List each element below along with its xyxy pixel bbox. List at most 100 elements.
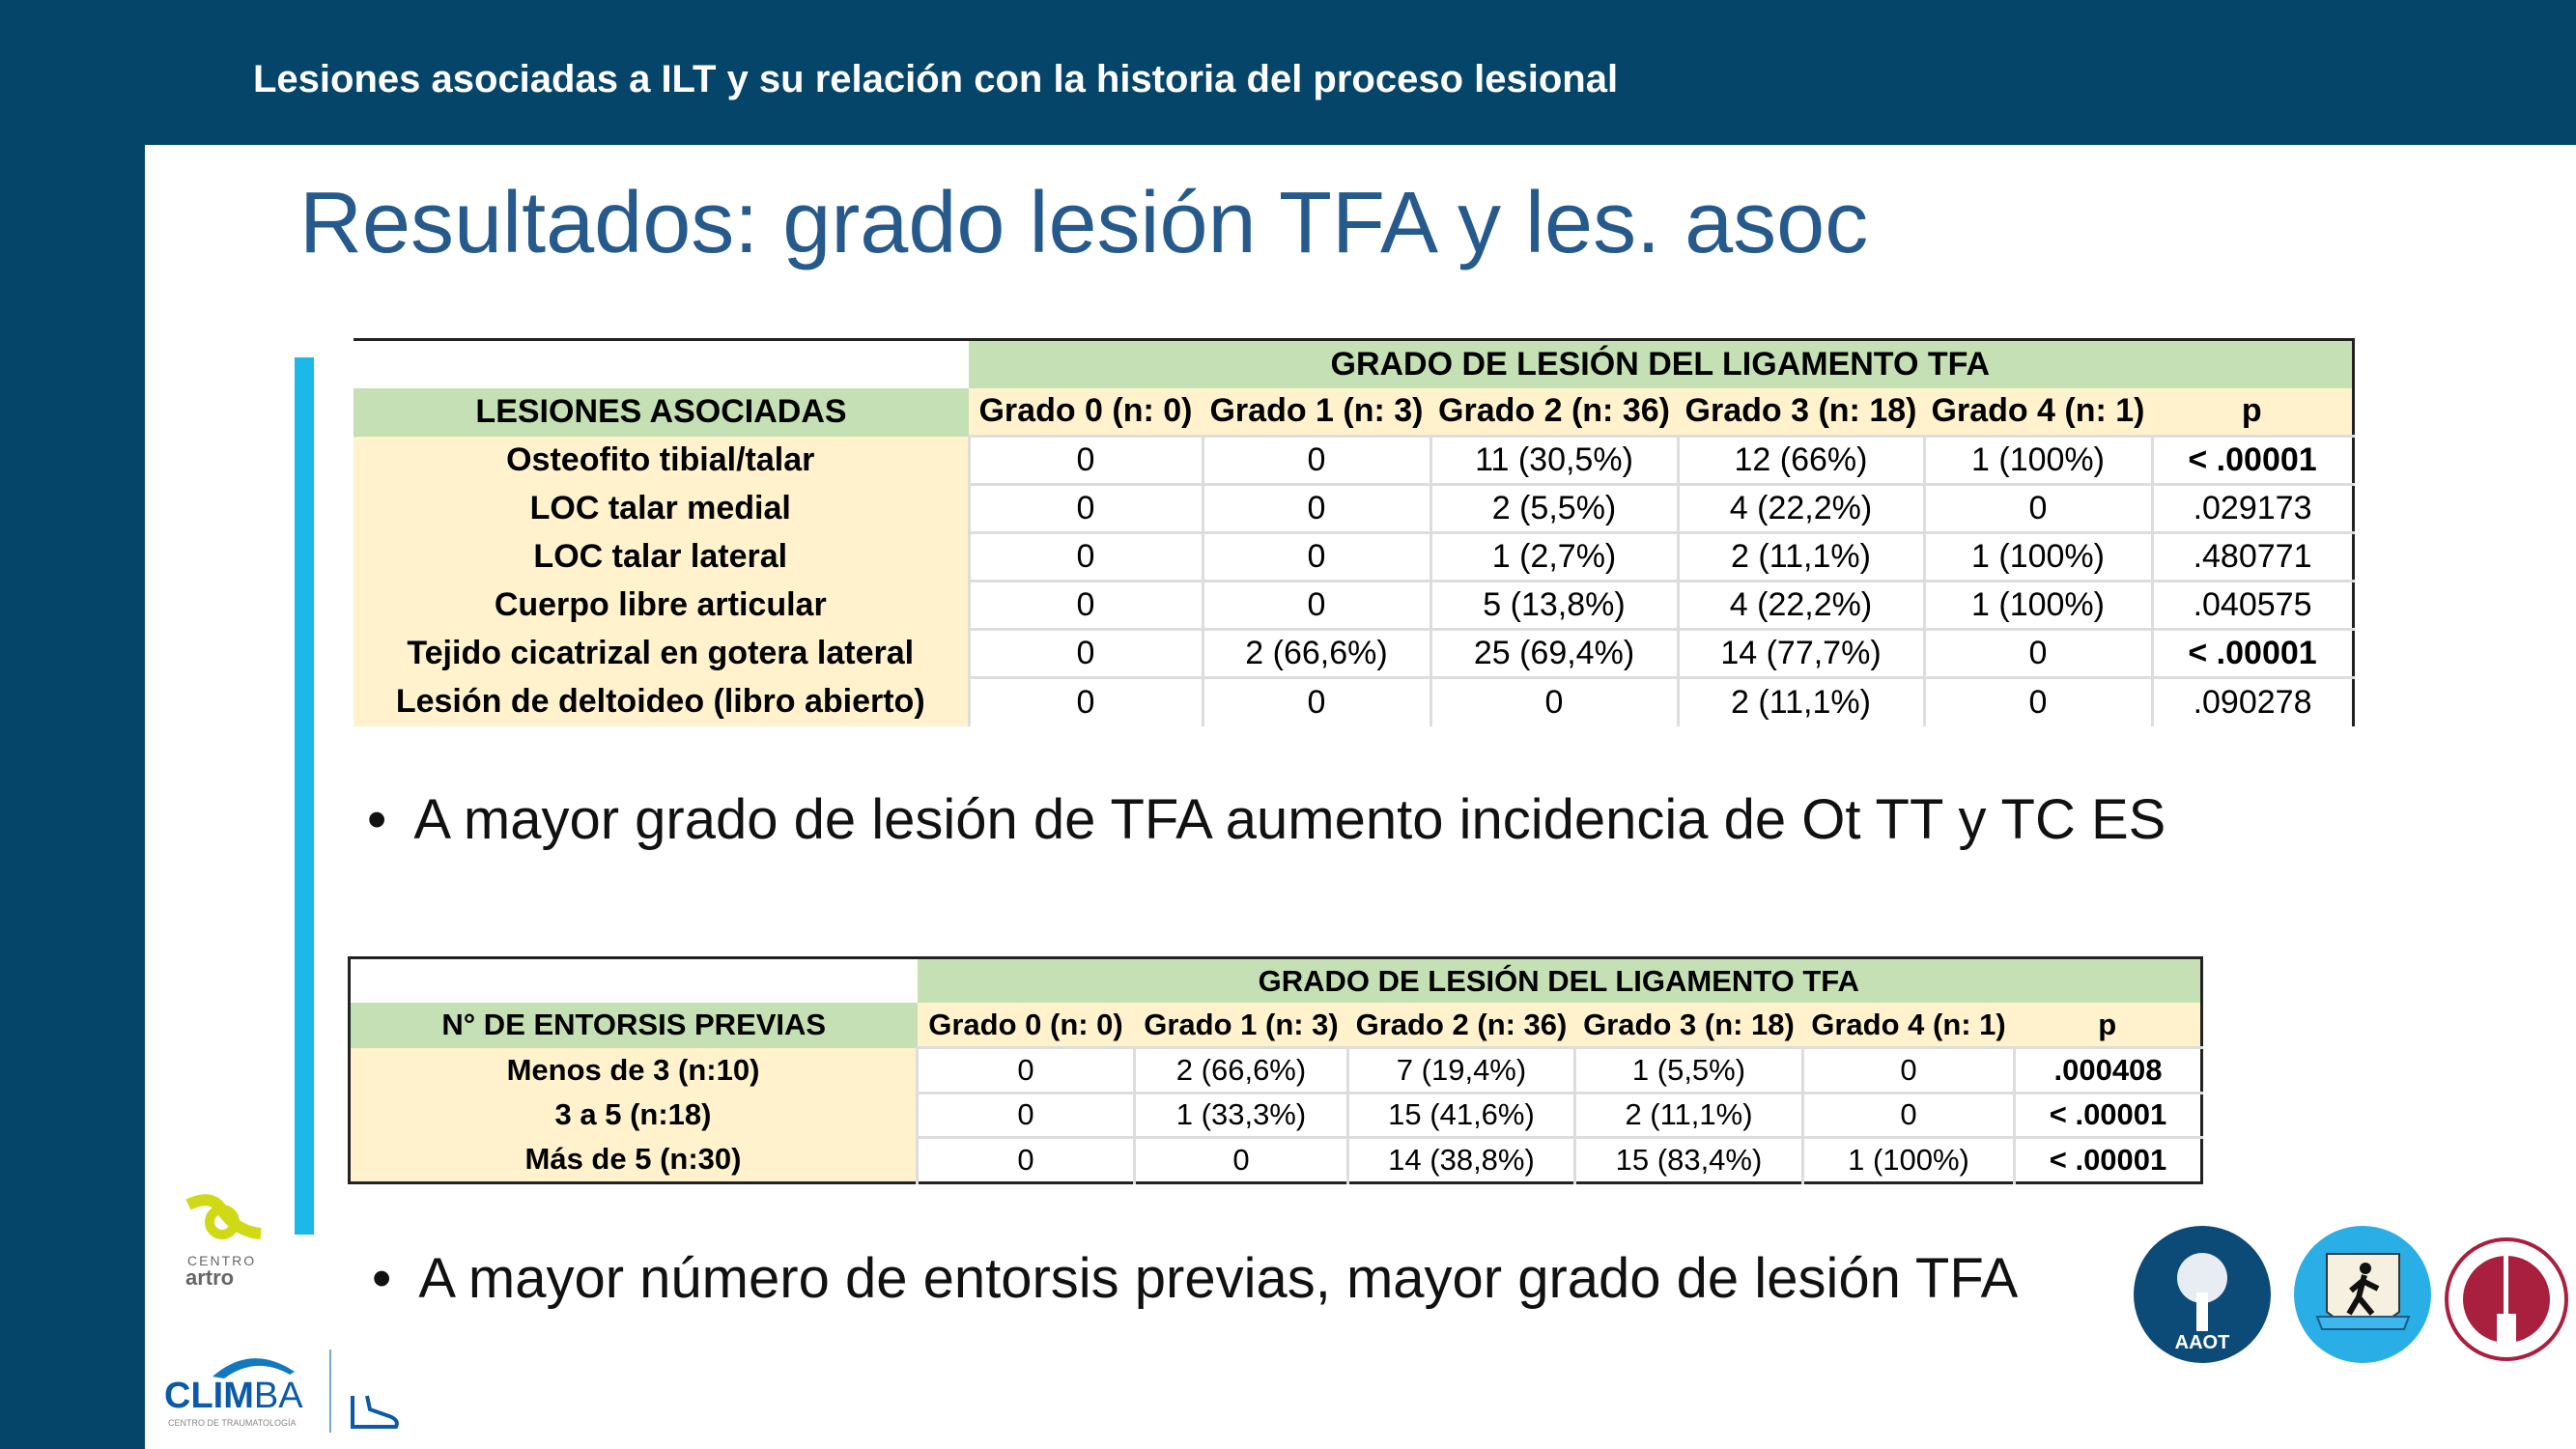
table-cell: 0	[916, 1091, 1135, 1138]
table-cell: 12 (66%)	[1676, 435, 1924, 485]
row-label: LOC talar lateral	[354, 532, 969, 582]
table-cell: 2 (66,6%)	[1133, 1046, 1348, 1093]
table-cell: 1 (100%)	[1801, 1136, 2015, 1182]
table-cell: 1 (100%)	[1922, 435, 2152, 485]
table-cell: 4 (22,2%)	[1676, 483, 1924, 533]
row-label: Menos de 3 (n:10)	[349, 1047, 918, 1093]
table-cell: 0	[967, 483, 1203, 533]
table-cell: 0	[916, 1136, 1135, 1182]
p-value-cell: .040575	[2150, 580, 2354, 630]
row-label: Tejido cicatrizal en gotera lateral	[354, 629, 969, 678]
table-cell: 0	[916, 1046, 1135, 1093]
row-label: LOC talar medial	[354, 484, 969, 533]
header-title: Lesiones asociadas a ILT y su relación c…	[253, 58, 1619, 100]
table-row: Cuerpo libre articular 0 0 5 (13,8%) 4 (22,2…	[354, 580, 2354, 630]
p-value-cell: < .00001	[2150, 435, 2354, 485]
column-header: p	[2014, 1003, 2202, 1048]
table-cell: 0	[1201, 580, 1430, 630]
accent-bar	[295, 357, 314, 1235]
table-cell: 0	[1201, 435, 1430, 485]
svg-text:CENTRO DE TRAUMATOLOGÍA: CENTRO DE TRAUMATOLOGÍA	[168, 1418, 297, 1428]
table-cell: 2 (11,1%)	[1573, 1091, 1803, 1138]
column-header: Grado 2 (n: 36)	[1430, 387, 1678, 437]
row-label: Cuerpo libre articular	[354, 581, 969, 630]
table-cell: 0	[1922, 628, 2152, 678]
row-label: Osteofito tibial/talar	[354, 436, 969, 485]
svg-text:AAOT: AAOT	[2175, 1332, 2230, 1353]
bullet-2: • A mayor número de entorsis previas, may…	[372, 1246, 2018, 1311]
table-cell: 0	[1429, 676, 1678, 726]
table-cell: 1 (100%)	[1922, 531, 2152, 582]
table-cell: 0	[1801, 1046, 2015, 1093]
column-header: p	[2152, 387, 2354, 437]
table-cell: 0	[967, 580, 1203, 630]
table-cell: 2 (11,1%)	[1676, 676, 1924, 726]
table-cell: 0	[1133, 1136, 1348, 1182]
p-value-cell: .029173	[2150, 483, 2354, 533]
table-cell: 0	[967, 676, 1203, 726]
column-header: Grado 3 (n: 18)	[1574, 1003, 1803, 1048]
table-cell: 0	[1922, 676, 2152, 726]
table-cell: 1 (33,3%)	[1133, 1091, 1348, 1138]
table-row: Tejido cicatrizal en gotera lateral 0 2 (6…	[354, 628, 2354, 678]
table-cell: 0	[1922, 483, 2152, 533]
table-row: LOC talar lateral 0 0 1 (2,7%) 2 (11,1%) 1 (1…	[354, 531, 2354, 582]
slide-title: Resultados: grado lesión TFA y les. asoc	[299, 175, 1869, 271]
table-cell: 1 (5,5%)	[1573, 1046, 1803, 1093]
row-label: 3 a 5 (n:18)	[349, 1093, 918, 1138]
table-cell: 14 (38,8%)	[1346, 1136, 1575, 1182]
climba-logo: CLIMBA CENTRO DE TRAUMATOLOGÍA	[164, 1350, 399, 1433]
table-cell: 0	[967, 531, 1203, 582]
column-header: Grado 2 (n: 36)	[1347, 1003, 1575, 1048]
table-cell: 15 (83,4%)	[1573, 1136, 1803, 1182]
column-header-row: LESIONES ASOCIADAS Grado 0 (n: 0) Grado 1 …	[354, 387, 2354, 437]
table-cell: 0	[967, 435, 1203, 485]
svg-text:CENTRO: CENTRO	[187, 1253, 256, 1268]
table-row: Menos de 3 (n:10) 0 2 (66,6%) 7 (19,4%) 1 (5…	[349, 1046, 2202, 1093]
row-label: Más de 5 (n:30)	[349, 1137, 918, 1182]
table-cell: 7 (19,4%)	[1346, 1046, 1575, 1093]
table-row: 3 a 5 (n:18) 0 1 (33,3%) 15 (41,6%) 2 (11,1%…	[349, 1091, 2202, 1138]
table-cell: 4 (22,2%)	[1676, 580, 1924, 630]
table-cell: 1 (2,7%)	[1429, 531, 1678, 582]
table-cell: 0	[1201, 531, 1430, 582]
column-header: Grado 4 (n: 1)	[1924, 387, 2152, 437]
table-cell: 11 (30,5%)	[1429, 435, 1678, 485]
row-header: LESIONES ASOCIADAS	[354, 387, 969, 437]
associated-lesions-table: GRADO DE LESIÓN DEL LIGAMENTO TFA LESIONE…	[354, 338, 2355, 726]
group-header-row: GRADO DE LESIÓN DEL LIGAMENTO TFA	[354, 339, 2354, 388]
table-cell: 2 (66,6%)	[1201, 628, 1430, 678]
svg-text:CLIMBA: CLIMBA	[164, 1376, 303, 1416]
column-header: Grado 1 (n: 3)	[1203, 387, 1430, 437]
bullet-glyph: •	[367, 788, 387, 851]
column-header: Grado 1 (n: 3)	[1134, 1003, 1348, 1048]
row-label: Lesión de deltoideo (libro abierto)	[354, 677, 969, 726]
table-cell: 0	[1201, 483, 1430, 533]
table-cell: 2 (5,5%)	[1429, 483, 1678, 533]
group-header: GRADO DE LESIÓN DEL LIGAMENTO TFA	[917, 957, 2202, 1003]
p-value-cell: .090278	[2150, 676, 2354, 726]
column-header-row: N° DE ENTORSIS PREVIAS Grado 0 (n: 0) Grad…	[349, 1003, 2202, 1048]
table-cell: 0	[967, 628, 1203, 678]
aaot-logo: AAOT	[2134, 1226, 2271, 1363]
table-cell: 14 (77,7%)	[1676, 628, 1924, 678]
group-header-row: GRADO DE LESIÓN DEL LIGAMENTO TFA	[349, 957, 2202, 1003]
table-cell: 25 (69,4%)	[1429, 628, 1678, 678]
centro-artro-logo: CENTRO artro	[185, 1194, 262, 1290]
blank-corner-cell	[354, 339, 969, 388]
table-row: LOC talar medial 0 0 2 (5,5%) 4 (22,2%) 0.029…	[354, 483, 2354, 533]
column-header: Grado 0 (n: 0)	[917, 1003, 1135, 1048]
table-cell: 0	[1801, 1091, 2015, 1138]
blank-corner-cell	[349, 957, 918, 1003]
aaa-logo	[2445, 1237, 2568, 1361]
p-value-cell: < .00001	[2150, 628, 2354, 678]
bullet-text: A mayor número de entorsis previas, mayo…	[418, 1247, 2019, 1310]
table-cell: 0	[1201, 676, 1430, 726]
table-cell: 5 (13,8%)	[1429, 580, 1678, 630]
p-value-cell: < .00001	[2012, 1136, 2202, 1182]
table-cell: 15 (41,6%)	[1346, 1091, 1575, 1138]
table-row: Más de 5 (n:30) 0 0 14 (38,8%) 15 (83,4%) 1 (…	[349, 1136, 2202, 1182]
bullet-text: A mayor grado de lesión de TFA aumento i…	[413, 788, 2166, 851]
bullet-glyph: •	[372, 1247, 392, 1310]
previous-sprains-table: GRADO DE LESIÓN DEL LIGAMENTO TFA N° DE E…	[348, 956, 2204, 1184]
